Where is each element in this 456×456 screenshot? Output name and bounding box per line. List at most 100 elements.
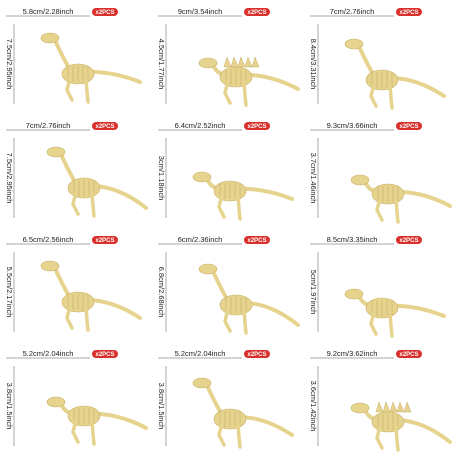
badge-text: x2PCS <box>95 10 114 16</box>
dino-skeleton <box>40 32 142 104</box>
leg <box>394 424 400 452</box>
width-label: 5.2cm/2.04inch <box>175 349 226 358</box>
neck <box>52 36 72 72</box>
dino-cell: 7cm/2.76inch x2PCS 8.4cm/3.31inch <box>309 7 446 110</box>
leg <box>223 307 232 333</box>
badge <box>396 236 422 244</box>
leg <box>369 310 378 336</box>
dino-cell: 8.5cm/3.35inch x2PCS 5cm/1.97inch <box>309 235 446 338</box>
width-label: 6cm/2.36inch <box>178 235 223 244</box>
dino-cell: 7cm/2.76inch x2PCS 7.5cm/2.95inch <box>5 121 148 218</box>
badge <box>92 122 118 130</box>
leg <box>236 421 242 449</box>
height-label: 6.8cm/2.68inch <box>157 267 166 318</box>
plate <box>237 56 246 68</box>
plate <box>382 401 391 413</box>
badge-text: x2PCS <box>399 352 418 358</box>
leg <box>65 304 74 330</box>
dino-cell: 6.4cm/2.52inch x2PCS 3cm/1.18inch <box>157 121 294 221</box>
dino-skeleton <box>344 288 446 338</box>
leg <box>375 196 384 222</box>
neck <box>204 381 224 417</box>
dino-cell: 5.2cm/2.04inch x2PCS 3.8cm/1.5inch <box>5 349 148 446</box>
skull <box>198 57 218 69</box>
leg <box>84 304 90 332</box>
height-label: 5.5cm/2.17inch <box>5 267 14 318</box>
width-label: 8.5cm/3.35inch <box>327 235 378 244</box>
dino-skeleton <box>192 377 294 449</box>
dino-cell: 9.3cm/3.66inch x2PCS 3.7cm/1.46inch <box>309 121 452 224</box>
leg <box>90 190 96 218</box>
dino-skeleton <box>350 174 452 224</box>
badge <box>92 8 118 16</box>
badge <box>92 236 118 244</box>
height-label: 3.8cm/1.5inch <box>5 383 14 430</box>
width-label: 6.4cm/2.52inch <box>175 121 226 130</box>
badge <box>244 122 270 130</box>
badge <box>396 350 422 358</box>
skull <box>344 288 364 300</box>
height-label: 8.4cm/3.31inch <box>309 39 318 90</box>
badge-text: x2PCS <box>95 238 114 244</box>
leg <box>242 307 248 335</box>
plate <box>244 56 253 68</box>
height-label: 3.8cm/1.5inch <box>157 383 166 430</box>
height-label: 3.7cm/1.46inch <box>309 153 318 204</box>
badge-text: x2PCS <box>247 124 266 130</box>
neck <box>58 150 78 186</box>
skull <box>46 146 66 158</box>
skull <box>350 402 370 414</box>
badge <box>244 350 270 358</box>
skull <box>40 32 60 44</box>
leg <box>388 82 394 110</box>
badge-text: x2PCS <box>399 10 418 16</box>
dino-cell: 6.5cm/2.56inch x2PCS 5.5cm/2.17inch <box>5 235 142 332</box>
leg <box>90 418 96 446</box>
skull <box>344 38 364 50</box>
dino-cell: 5.8cm/2.28inch x2PCS 7.5cm/2.95inch <box>5 7 142 104</box>
height-label: 4.5cm/1.77inch <box>157 39 166 90</box>
badge-text: x2PCS <box>399 238 418 244</box>
skull <box>192 171 212 183</box>
height-label: 3.6cm/1.42inch <box>309 381 318 432</box>
width-label: 7cm/2.76inch <box>26 121 71 130</box>
width-label: 5.8cm/2.28inch <box>23 7 74 16</box>
leg <box>223 79 232 105</box>
plate <box>251 56 260 68</box>
badge-text: x2PCS <box>247 238 266 244</box>
leg <box>369 82 378 108</box>
leg <box>242 79 248 107</box>
width-label: 9.3cm/3.66inch <box>327 121 378 130</box>
leg <box>388 310 394 338</box>
leg <box>65 76 74 102</box>
badge <box>244 236 270 244</box>
plate <box>389 401 398 413</box>
dino-skeleton <box>198 263 300 335</box>
width-label: 7cm/2.76inch <box>330 7 375 16</box>
neck <box>356 42 376 78</box>
dino-skeleton <box>198 56 300 107</box>
dino-skeleton <box>46 396 148 446</box>
height-label: 7.5cm/2.95inch <box>5 153 14 204</box>
dino-skeleton <box>344 38 446 110</box>
height-label: 7.5cm/2.95inch <box>5 39 14 90</box>
plate <box>403 401 412 413</box>
height-label: 5cm/1.97inch <box>309 270 318 315</box>
leg <box>217 421 226 447</box>
skull <box>40 260 60 272</box>
dino-skeleton <box>46 146 148 218</box>
dino-skeleton <box>350 401 452 452</box>
leg <box>394 196 400 224</box>
badge <box>396 122 422 130</box>
dino-cell: 9.2cm/3.62inch x2PCS 3.6cm/1.42inch <box>309 349 452 452</box>
dino-skeleton <box>40 260 142 332</box>
width-label: 6.5cm/2.56inch <box>23 235 74 244</box>
dino-cell: 6cm/2.36inch x2PCS 6.8cm/2.68inch <box>157 235 300 335</box>
plate <box>230 56 239 68</box>
leg <box>217 193 226 219</box>
leg <box>375 424 384 450</box>
skull <box>46 396 66 408</box>
plate <box>396 401 405 413</box>
leg <box>236 193 242 221</box>
dino-skeleton <box>192 171 294 221</box>
